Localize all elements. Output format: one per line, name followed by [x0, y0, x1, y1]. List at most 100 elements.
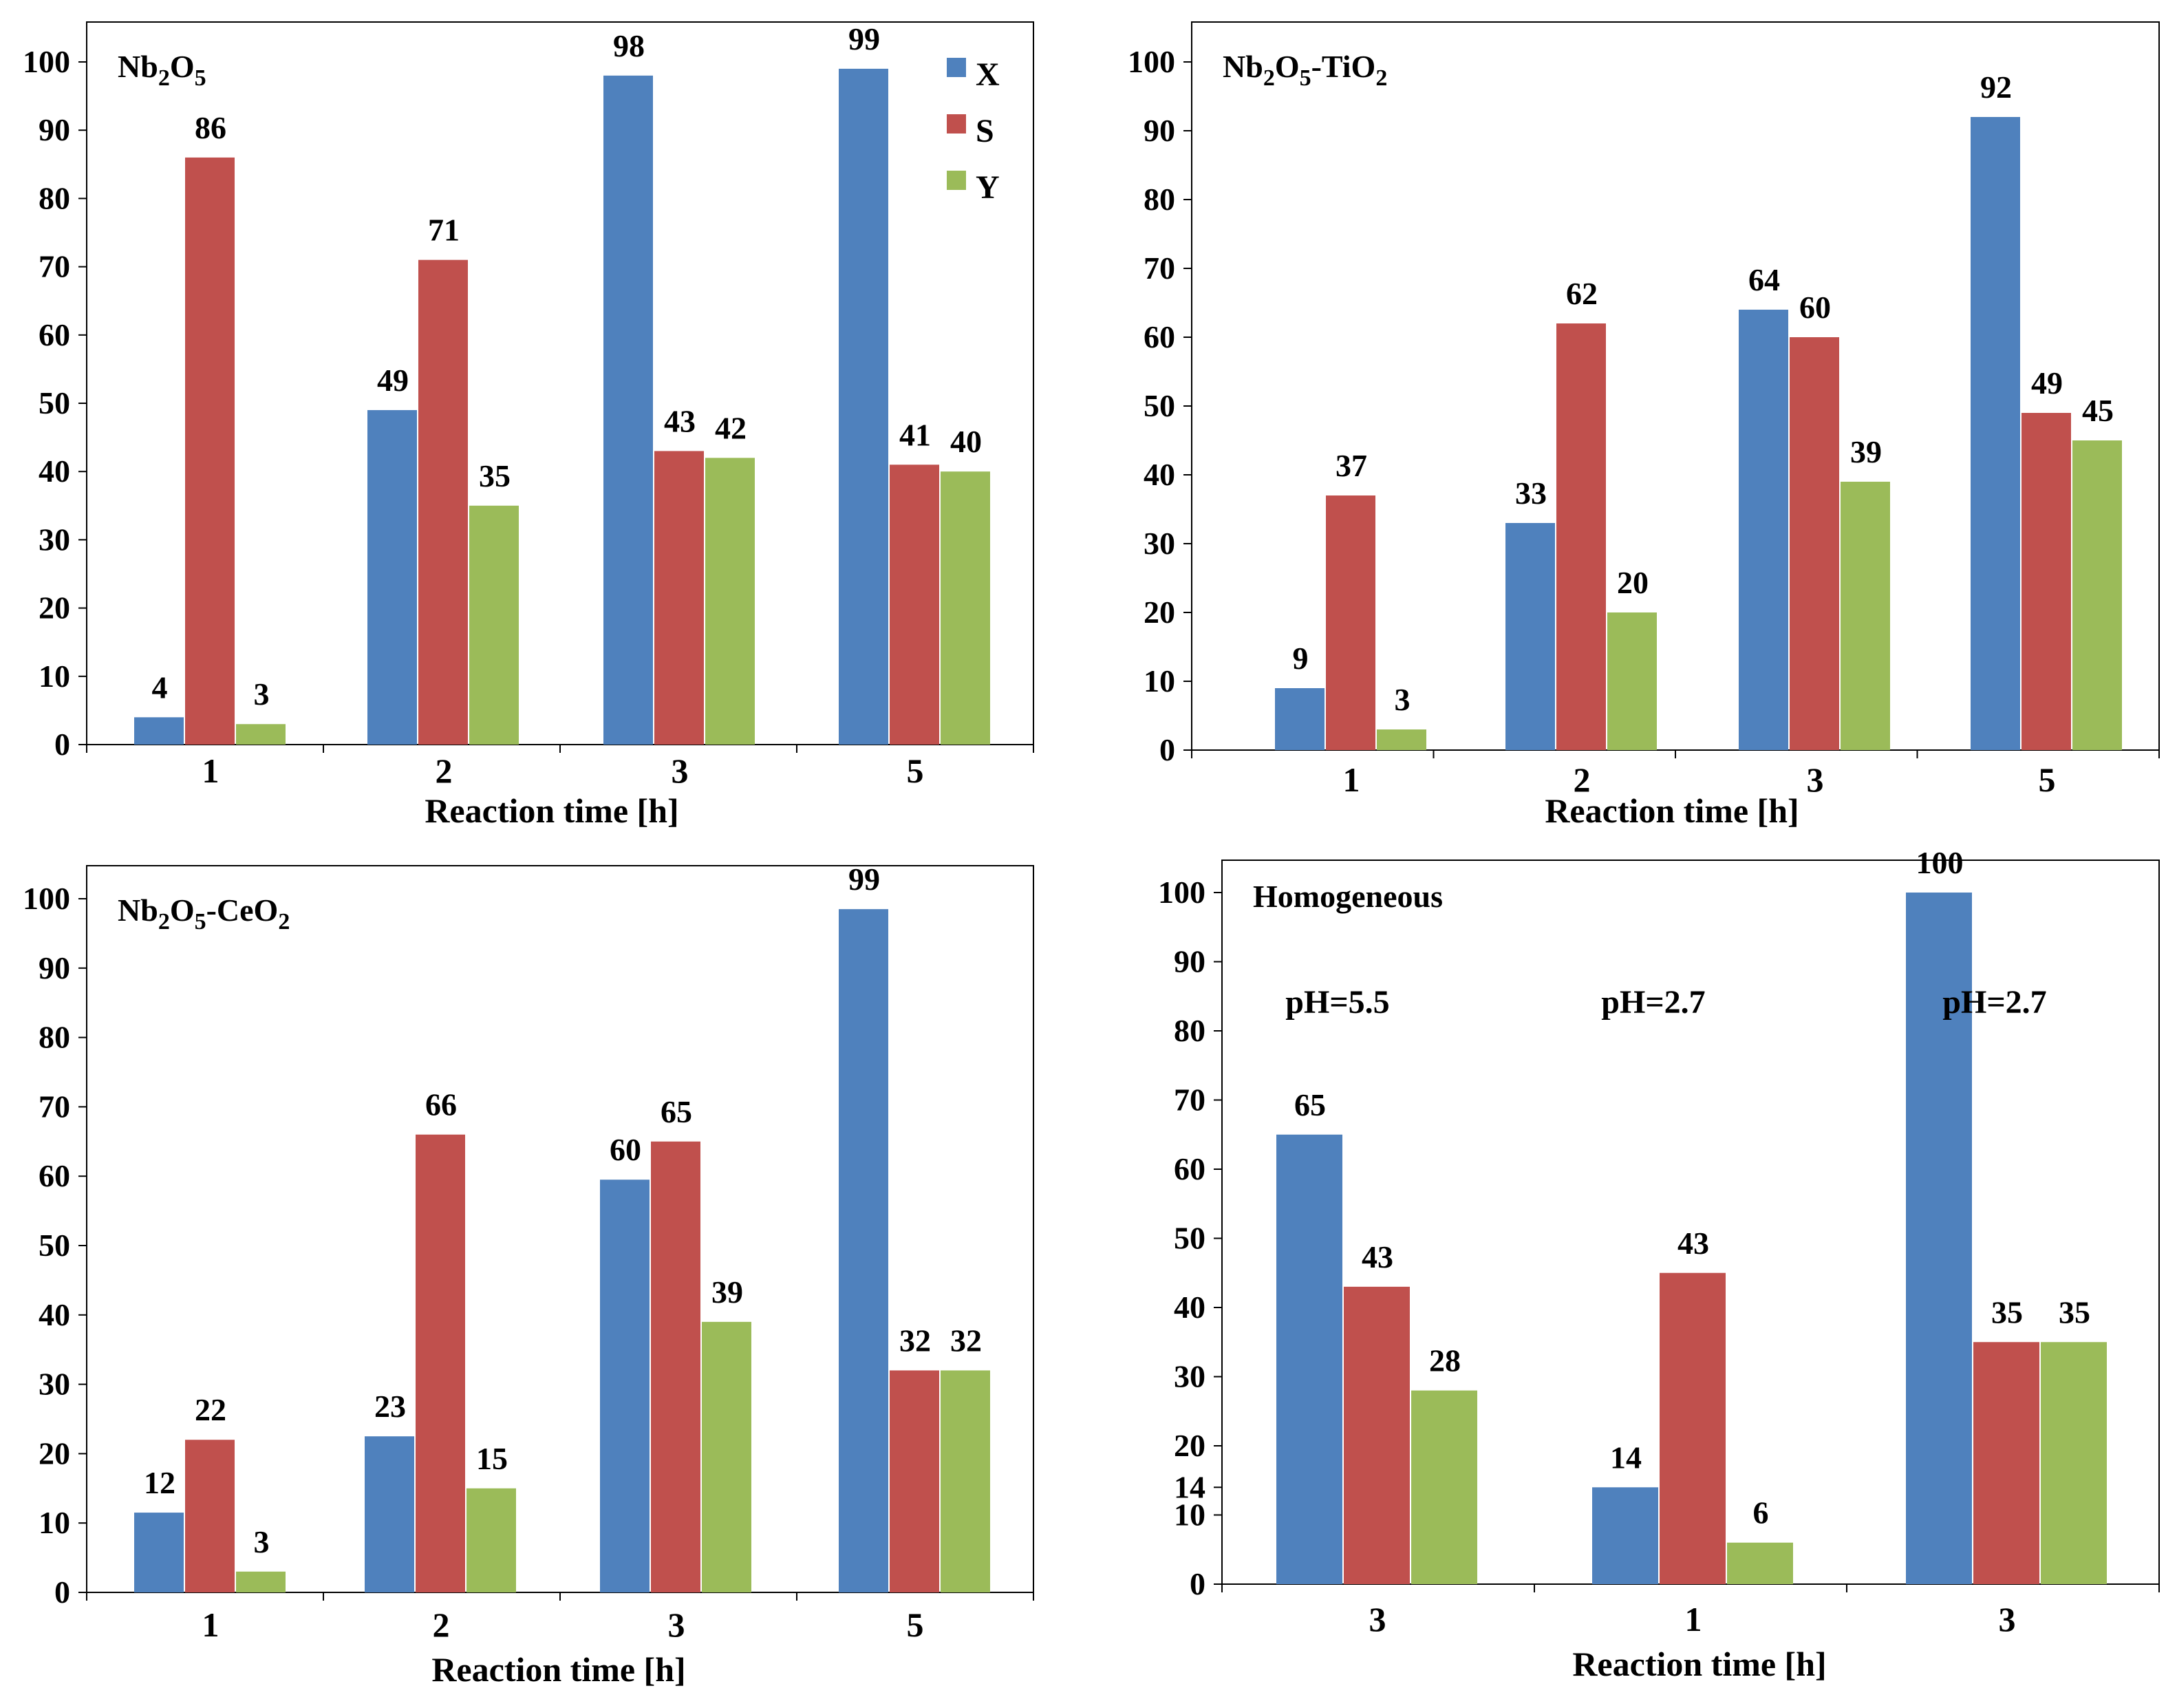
bar-X-2 [365, 1436, 414, 1592]
bar-X-1 [1276, 1134, 1342, 1584]
y-tick-label: 90 [1174, 944, 1205, 979]
data-label: 33 [1515, 476, 1547, 511]
y-tick-label: 50 [39, 385, 70, 420]
y-tick-label: 0 [1190, 1566, 1205, 1601]
data-label: 45 [2082, 393, 2114, 428]
data-label: 20 [1617, 565, 1649, 600]
data-label: 39 [1850, 434, 1882, 469]
y-tick-label: 70 [39, 249, 70, 284]
bar-Y-3 [702, 1321, 751, 1592]
y-tick-label: 14 [1174, 1469, 1205, 1504]
y-tick-label: 60 [39, 317, 70, 352]
bar-Y-3 [705, 458, 755, 745]
bar-Y-4 [941, 471, 990, 745]
title-text: -CeO [206, 893, 279, 928]
y-tick-label: 20 [39, 1435, 70, 1471]
data-label: 92 [1980, 70, 2012, 105]
y-tick-label: 50 [39, 1228, 70, 1263]
data-label: 65 [661, 1094, 692, 1129]
data-label: 49 [2031, 365, 2063, 401]
data-label: 9 [1293, 641, 1309, 676]
legend-swatch-Y [947, 171, 966, 190]
bar-S-1 [185, 157, 235, 745]
y-tick-label: 30 [39, 522, 70, 557]
bar-X-4 [839, 68, 888, 745]
y-tick-label: 10 [39, 1505, 70, 1540]
y-tick-label: 90 [39, 950, 70, 985]
x-category-label: 1 [202, 751, 219, 790]
bar-X-2 [1592, 1487, 1658, 1584]
bar-X-1 [134, 1513, 184, 1592]
y-tick-label: 40 [39, 1297, 70, 1332]
data-label: 42 [715, 410, 747, 445]
bar-Y-2 [469, 505, 519, 745]
y-tick-label: 40 [39, 453, 70, 489]
data-label: 35 [2059, 1294, 2090, 1330]
x-category-label: 2 [436, 751, 453, 790]
title-text: -TiO [1311, 49, 1376, 84]
bar-X-3 [600, 1179, 650, 1592]
data-label: 43 [1677, 1226, 1709, 1261]
data-label: 35 [479, 458, 511, 493]
data-label: 99 [848, 862, 880, 897]
data-label: 12 [144, 1465, 175, 1500]
x-category-label: 3 [1999, 1600, 2016, 1638]
y-tick-label: 80 [1174, 1013, 1205, 1048]
x-category-label: 3 [672, 751, 689, 790]
bar-S-1 [185, 1440, 235, 1592]
x-category-label: 5 [907, 1605, 924, 1644]
title-subscript: 2 [158, 909, 170, 935]
bar-X-2 [367, 409, 417, 745]
chart-title: Nb2O5-TiO2 [1223, 49, 1387, 91]
y-tick-label: 90 [39, 112, 70, 147]
data-label: 37 [1336, 448, 1367, 483]
title-subscript: 5 [195, 65, 206, 91]
title-text: Nb [1223, 49, 1263, 84]
title-subscript: 2 [1375, 65, 1387, 91]
y-tick-label: 80 [39, 1020, 70, 1055]
title-subscript: 2 [278, 909, 290, 935]
y-tick-label: 70 [39, 1089, 70, 1124]
legend-label: S [976, 113, 994, 149]
x-axis-title: Reaction time [h] [425, 791, 678, 830]
title-text: O [170, 49, 195, 84]
x-category-label: 2 [1574, 760, 1591, 799]
bar-X-2 [1505, 523, 1555, 750]
bar-S-2 [1556, 323, 1606, 750]
title-subscript: 2 [1263, 65, 1275, 91]
data-label: 4 [152, 670, 168, 705]
bar-Y-3 [1841, 482, 1890, 750]
data-label: 40 [950, 424, 982, 459]
data-label: 32 [899, 1323, 931, 1358]
bar-S-1 [1344, 1286, 1410, 1584]
bar-X-1 [1275, 688, 1325, 750]
y-tick-label: 20 [1174, 1428, 1205, 1463]
data-label: 43 [1362, 1239, 1393, 1274]
data-label: 86 [195, 110, 226, 145]
bar-S-4 [2022, 413, 2071, 750]
bar-S-3 [1790, 337, 1839, 750]
y-tick-label: 10 [39, 659, 70, 694]
title-text: O [1275, 49, 1300, 84]
data-label: 3 [254, 1524, 270, 1559]
bar-X-3 [1739, 310, 1788, 750]
title-text: Nb [118, 893, 158, 928]
title-text: O [170, 893, 195, 928]
y-tick-label: 40 [1144, 457, 1175, 492]
y-tick-label: 60 [1144, 319, 1175, 354]
y-tick-label: 80 [1144, 182, 1175, 217]
data-label: 100 [1916, 845, 1964, 880]
data-label: 15 [476, 1441, 508, 1476]
data-label: 98 [613, 28, 645, 63]
y-tick-label: 30 [39, 1367, 70, 1402]
bar-Y-4 [2072, 440, 2122, 750]
y-tick-label: 90 [1144, 113, 1175, 148]
data-label: 3 [254, 676, 270, 712]
title-subscript: 5 [195, 909, 206, 935]
data-label: 64 [1748, 262, 1780, 297]
y-tick-label: 60 [1174, 1151, 1205, 1186]
ph-annotation: pH=2.7 [1601, 984, 1705, 1021]
bar-S-4 [890, 465, 939, 745]
data-label: 62 [1566, 276, 1598, 311]
